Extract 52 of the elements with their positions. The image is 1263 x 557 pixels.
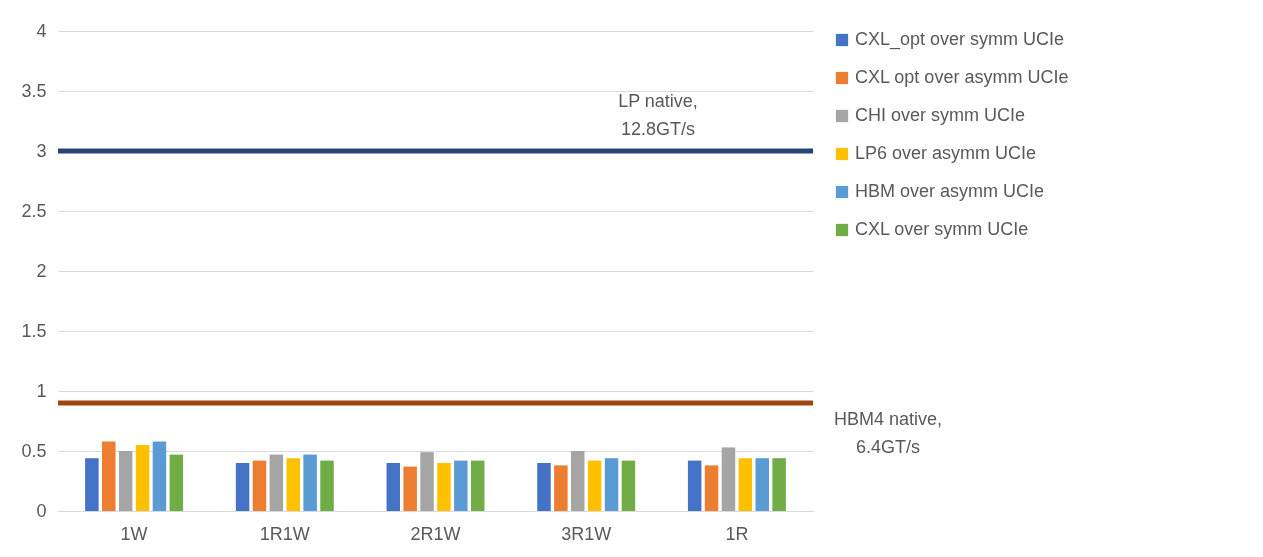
y-tick-label: 2.5	[21, 200, 47, 221]
x-tick-label: 1W	[120, 523, 148, 544]
bar	[738, 458, 753, 511]
bar	[772, 458, 786, 511]
legend-label: CHI over symm UCIe	[855, 105, 1026, 125]
y-tick-label: 2	[36, 260, 47, 281]
bar	[571, 451, 585, 511]
bar	[621, 460, 636, 511]
x-tick-label: 1R1W	[259, 523, 310, 544]
bar	[454, 460, 468, 511]
y-tick-label: 3.5	[21, 80, 47, 101]
bar	[604, 458, 619, 511]
y-tick-label: 1	[36, 380, 47, 401]
y-tick-label: 4	[36, 20, 47, 41]
y-tick-label: 1.5	[21, 320, 47, 341]
bar	[118, 451, 133, 511]
bar	[554, 465, 568, 511]
legend-label: CXL_opt over symm UCIe	[855, 29, 1065, 50]
bar	[721, 447, 736, 511]
bar	[537, 463, 551, 511]
legend-label: HBM over asymm UCIe	[855, 181, 1045, 201]
x-tick-label: 2R1W	[410, 523, 461, 544]
bar	[169, 454, 184, 511]
bar	[85, 458, 99, 511]
bar	[704, 465, 719, 511]
legend-label: CXL over symm UCIe	[855, 219, 1029, 239]
x-tick-label: 1R	[725, 523, 749, 544]
bar	[587, 460, 602, 511]
bar	[269, 454, 284, 511]
ref-line-label: LP native, 12.8GT/s	[618, 91, 698, 139]
bar	[386, 463, 401, 511]
bar	[470, 460, 485, 511]
bar	[235, 463, 250, 511]
bar	[252, 460, 267, 511]
legend-label: LP6 over asymm UCIe	[855, 143, 1037, 163]
bar	[152, 441, 167, 511]
legend-label: CXL opt over asymm UCIe	[855, 67, 1069, 87]
ref-line-label: HBM4 native, 6.4GT/s	[833, 409, 943, 457]
bar	[403, 466, 417, 511]
x-tick-label: 3R1W	[561, 523, 612, 544]
bar	[135, 445, 150, 511]
bar	[320, 460, 334, 511]
bar	[303, 454, 317, 511]
bar	[755, 458, 769, 511]
y-tick-label: 0.5	[21, 440, 47, 461]
bar	[286, 458, 300, 511]
bar	[420, 452, 434, 511]
bar	[437, 463, 451, 511]
bar	[687, 460, 702, 511]
bar	[102, 441, 116, 511]
y-tick-label: 3	[36, 140, 47, 161]
y-tick-label: 0	[36, 500, 47, 521]
